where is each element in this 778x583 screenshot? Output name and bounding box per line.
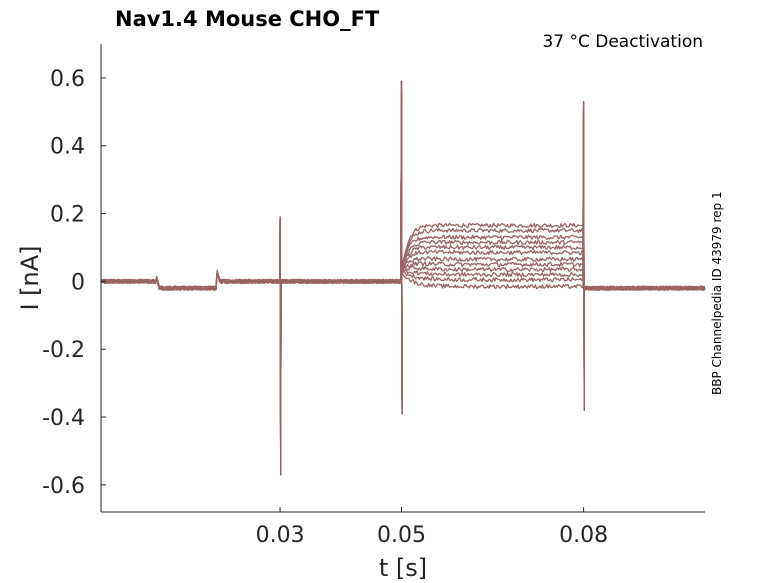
x-tick-label: 0.08 bbox=[559, 523, 608, 548]
current-trace bbox=[100, 80, 706, 476]
condition-annotation: 37 °C Deactivation bbox=[542, 32, 703, 52]
current-traces bbox=[100, 80, 706, 476]
chart-title: Nav1.4 Mouse CHO_FT bbox=[115, 7, 380, 31]
x-axis-ticks: 0.03 0.05 0.08 bbox=[256, 507, 608, 548]
y-tick-label: -0.6 bbox=[42, 474, 85, 499]
y-axis-ticks: 0.6 0.4 0.2 0 -0.2 -0.4 -0.6 bbox=[42, 67, 106, 499]
current-trace bbox=[100, 100, 706, 457]
current-trace bbox=[100, 80, 706, 476]
x-tick-label: 0.03 bbox=[256, 523, 305, 548]
source-id-label: BBP Channelpedia ID 43979 rep 1 bbox=[710, 191, 724, 395]
current-trace bbox=[100, 80, 706, 476]
x-tick-label: 0.05 bbox=[377, 523, 426, 548]
current-trace bbox=[100, 90, 705, 466]
current-trace bbox=[100, 80, 706, 476]
y-tick-label: 0.2 bbox=[50, 203, 85, 228]
y-tick-label: -0.2 bbox=[42, 338, 85, 363]
current-trace bbox=[100, 90, 706, 466]
y-axis-label: I [nA] bbox=[16, 245, 44, 310]
current-trace bbox=[101, 90, 706, 466]
y-tick-label: 0.6 bbox=[50, 67, 85, 92]
y-tick-label: -0.4 bbox=[42, 406, 85, 431]
current-trace bbox=[100, 90, 706, 466]
x-axis-label: t [s] bbox=[379, 554, 427, 582]
current-trace bbox=[100, 100, 706, 457]
y-tick-label: 0 bbox=[71, 270, 85, 295]
current-trace bbox=[100, 100, 706, 457]
current-trace bbox=[100, 100, 706, 457]
y-tick-label: 0.4 bbox=[50, 135, 85, 160]
